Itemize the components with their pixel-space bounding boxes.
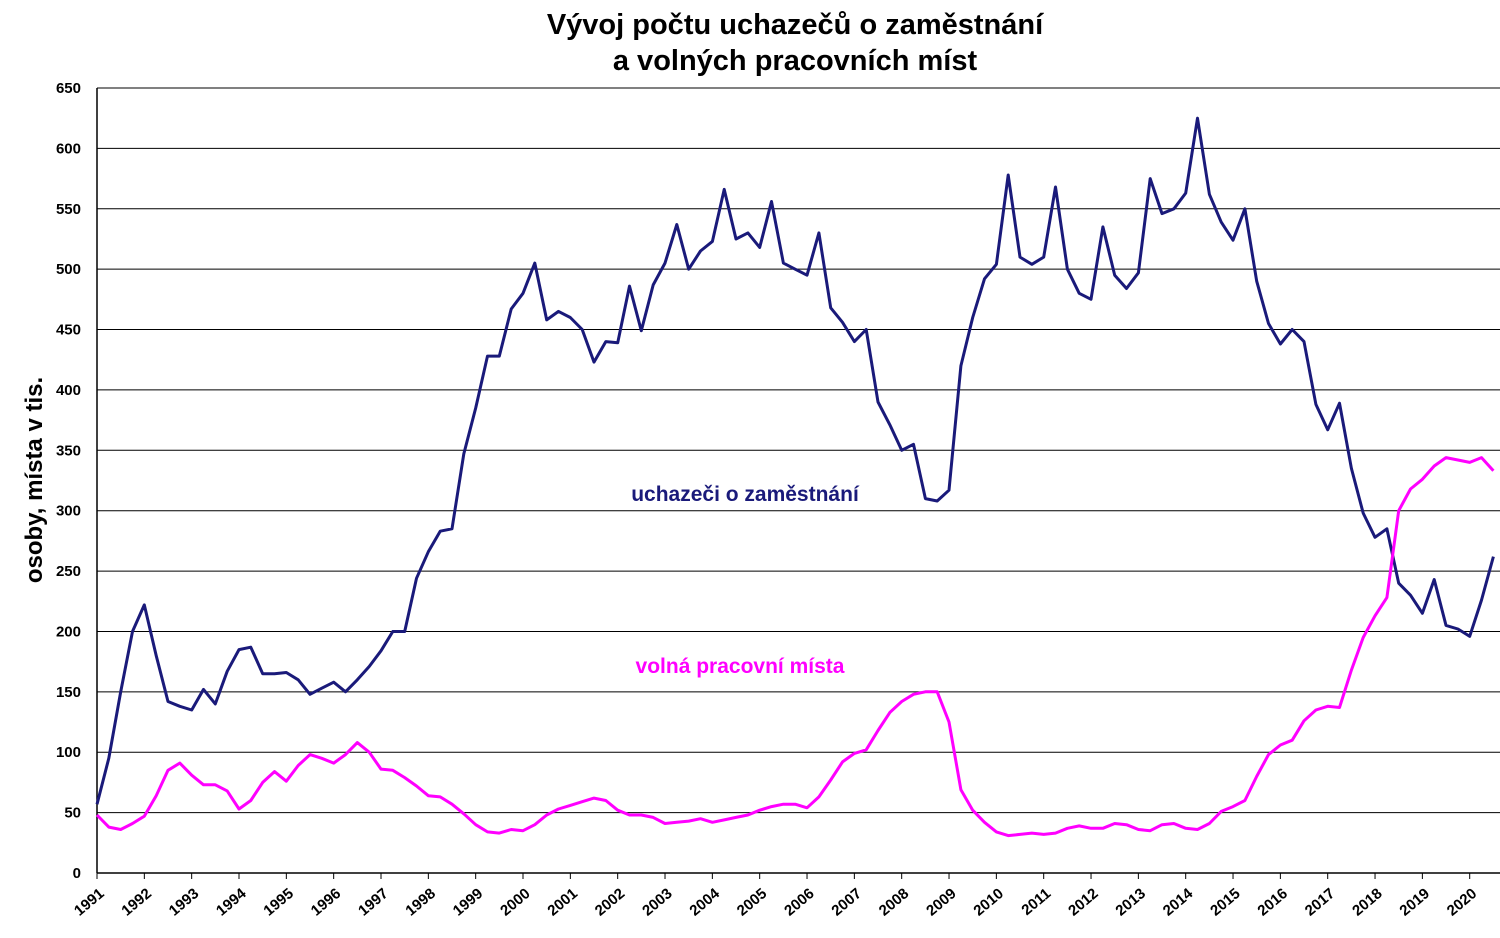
x-tick-label: 1997 [355, 885, 391, 919]
x-tick-label: 1996 [308, 885, 344, 919]
x-tick-label: 2002 [592, 885, 628, 919]
x-tick-label: 2018 [1349, 885, 1385, 919]
x-tick-label: 1995 [260, 885, 296, 919]
x-tick-label: 2008 [876, 885, 912, 919]
y-tick-label: 100 [56, 744, 81, 761]
series-line [95, 116, 1495, 805]
x-tick-label: 2012 [1065, 885, 1101, 919]
x-tick-label: 2019 [1396, 885, 1432, 919]
y-tick-label: 600 [56, 140, 81, 157]
y-tick-label: 200 [56, 623, 81, 640]
x-tick-label: 2003 [639, 885, 675, 919]
x-tick-label: 2007 [828, 885, 864, 919]
chart-title: Vývoj počtu uchazečů o zaměstnání [547, 9, 1044, 41]
y-tick-label: 350 [56, 442, 81, 459]
x-tick-label: 2016 [1254, 885, 1290, 919]
series-line [95, 456, 1495, 838]
x-tick-label: 2020 [1444, 885, 1480, 919]
x-tick-label: 2013 [1112, 885, 1148, 919]
x-tick-label: 1993 [166, 885, 202, 919]
annotation: uchazeči o zaměstnání [631, 483, 860, 506]
x-tick-label: 2011 [1018, 885, 1054, 919]
x-tick-label: 2001 [544, 885, 580, 919]
x-tick-label: 2004 [686, 885, 723, 920]
x-tick-label: 2017 [1302, 885, 1338, 919]
annotation: volná pracovní místa [636, 655, 845, 678]
x-tick-label: 2000 [497, 885, 533, 919]
x-tick-label: 2005 [734, 885, 770, 919]
x-tick-label: 2015 [1207, 885, 1243, 919]
y-tick-label: 550 [56, 201, 81, 218]
y-tick-label: 50 [64, 805, 81, 822]
x-tick-label: 1994 [213, 885, 250, 920]
x-tick-label: 1991 [71, 885, 107, 919]
y-tick-label: 650 [56, 80, 81, 97]
y-tick-label: 450 [56, 322, 81, 339]
x-tick-label: 1998 [402, 885, 438, 919]
x-tick-label: 1992 [118, 885, 154, 919]
x-tick-label: 2006 [781, 885, 817, 919]
y-tick-label: 300 [56, 503, 81, 520]
x-tick-label: 2009 [923, 885, 959, 919]
chart-title: a volných pracovních míst [613, 45, 978, 77]
y-tick-label: 500 [56, 261, 81, 278]
y-tick-label: 400 [56, 382, 81, 399]
y-axis-label: osoby, místa v tis. [21, 377, 48, 583]
x-tick-label: 2010 [970, 885, 1006, 919]
x-tick-label: 2014 [1160, 885, 1197, 920]
x-tick-label: 1999 [450, 885, 486, 919]
y-tick-label: 250 [56, 563, 81, 580]
y-tick-label: 150 [56, 684, 81, 701]
y-tick-label: 0 [73, 865, 81, 882]
